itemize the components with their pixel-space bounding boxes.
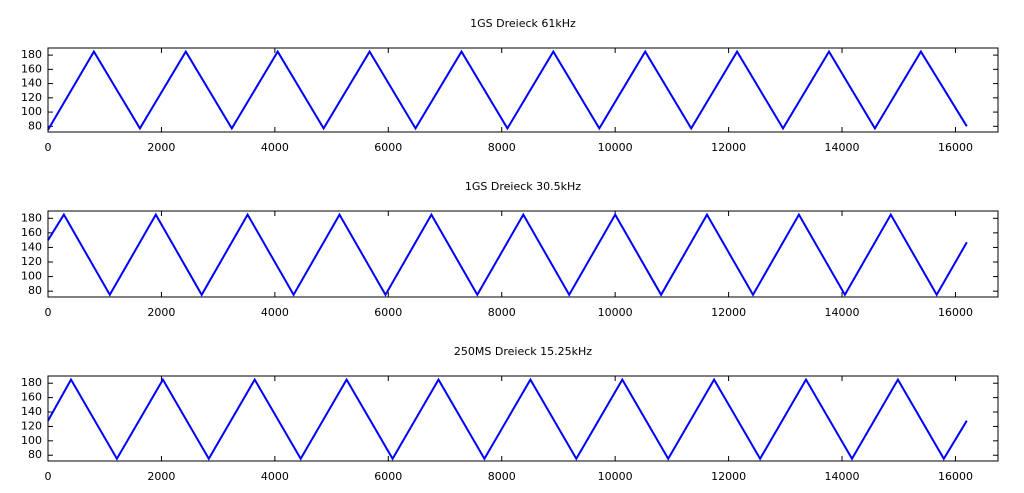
plot-frame [47, 210, 999, 298]
x-tick-label: 16000 [938, 470, 973, 483]
x-tick-label: 6000 [374, 306, 402, 319]
series-line [47, 377, 968, 461]
x-tick-label: 4000 [261, 141, 289, 154]
x-tick-label: 16000 [938, 306, 973, 319]
x-tick-label: 16000 [938, 141, 973, 154]
y-tick-label: 100 [21, 434, 42, 447]
y-tick-label: 180 [21, 211, 42, 224]
y-tick-label: 80 [28, 284, 42, 297]
x-tick-label: 14000 [825, 141, 860, 154]
plot-frame [47, 47, 999, 133]
x-tick-label: 14000 [825, 470, 860, 483]
x-tick-label: 2000 [147, 141, 175, 154]
x-tick-label: 8000 [488, 306, 516, 319]
y-tick-label: 140 [21, 77, 42, 90]
y-tick-label: 120 [21, 255, 42, 268]
x-tick-label: 12000 [711, 306, 746, 319]
x-tick-label: 10000 [598, 141, 633, 154]
y-tick-label: 80 [28, 119, 42, 132]
x-tick-label: 12000 [711, 470, 746, 483]
chart-title: 250MS Dreieck 15.25kHz [454, 345, 592, 358]
y-tick-label: 180 [21, 376, 42, 389]
x-tick-label: 10000 [598, 306, 633, 319]
x-tick-label: 2000 [147, 470, 175, 483]
x-tick-label: 2000 [147, 306, 175, 319]
y-tick-label: 180 [21, 48, 42, 61]
y-tick-label: 120 [21, 91, 42, 104]
x-tick-label: 4000 [261, 306, 289, 319]
x-tick-label: 8000 [488, 141, 516, 154]
x-tick-label: 10000 [598, 470, 633, 483]
y-tick-label: 160 [21, 226, 42, 239]
y-tick-label: 140 [21, 240, 42, 253]
plot-frame [47, 375, 999, 462]
y-tick-label: 160 [21, 62, 42, 75]
x-tick-label: 0 [45, 141, 52, 154]
x-tick-label: 14000 [825, 306, 860, 319]
x-tick-label: 4000 [261, 470, 289, 483]
x-tick-label: 0 [45, 306, 52, 319]
y-tick-label: 120 [21, 419, 42, 432]
chart-title: 1GS Dreieck 61kHz [470, 17, 576, 30]
y-tick-label: 100 [21, 105, 42, 118]
x-tick-label: 6000 [374, 141, 402, 154]
y-tick-label: 160 [21, 391, 42, 404]
series-line [47, 212, 968, 297]
series-line [47, 49, 968, 131]
y-tick-label: 140 [21, 405, 42, 418]
x-tick-label: 8000 [488, 470, 516, 483]
x-tick-label: 12000 [711, 141, 746, 154]
y-tick-label: 80 [28, 448, 42, 461]
chart-title: 1GS Dreieck 30.5kHz [465, 180, 581, 193]
x-tick-label: 6000 [374, 470, 402, 483]
y-tick-label: 100 [21, 270, 42, 283]
x-tick-label: 0 [45, 470, 52, 483]
